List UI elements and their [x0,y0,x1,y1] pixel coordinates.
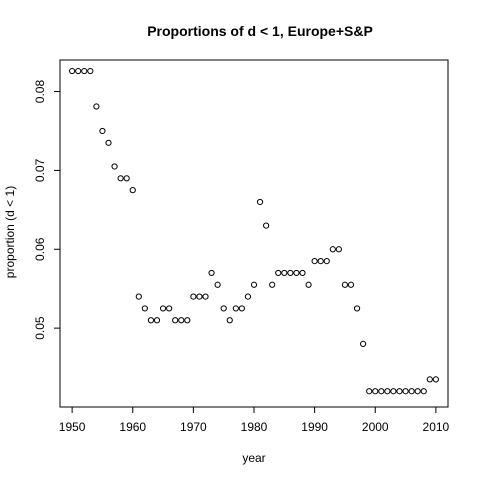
data-point [184,317,191,324]
data-point [172,317,179,324]
data-point [287,269,294,277]
x-tick-label: 2010 [423,420,450,434]
data-point [238,305,245,312]
data-point [420,388,427,395]
data-point [105,139,112,146]
y-axis: 0.05 0.06 0.07 0.08 [33,80,61,340]
x-axis: 1950 1960 1970 1980 1990 2000 2010 [59,406,450,434]
data-point [202,293,209,300]
data-point [166,305,173,312]
data-point [341,281,349,288]
data-point [305,281,312,288]
data-point [432,376,439,383]
y-tick-label: 0.07 [33,158,47,182]
data-point [396,388,403,395]
data-point [99,127,106,135]
x-tick-label: 1990 [301,420,328,434]
data-point [81,67,88,75]
data-point [178,317,185,324]
data-point [414,388,421,395]
data-point [123,175,130,182]
data-point [426,376,433,383]
data-point [263,222,270,229]
data-point [244,293,252,300]
data-point [384,388,391,395]
data-point [117,175,124,182]
data-point [293,269,300,277]
data-point [214,281,221,288]
x-tick-label: 2000 [362,420,389,434]
data-point [402,388,409,395]
data-point [275,269,282,277]
data-point [250,281,258,288]
x-tick-label: 1950 [59,420,86,434]
data-point [269,281,276,288]
data-point [299,269,306,277]
x-axis-label: year [242,451,265,465]
data-point [347,281,355,288]
x-tick-label: 1980 [241,420,268,434]
data-point [378,388,385,395]
data-point [129,187,136,194]
data-point [335,246,342,253]
data-point [317,258,324,265]
data-point [390,388,397,395]
data-point [360,340,367,348]
data-point [281,269,288,277]
data-point [353,305,361,312]
data-point [366,388,373,395]
y-tick-label: 0.08 [33,80,47,104]
data-point [208,269,215,277]
data-point [408,388,415,395]
data-point [311,258,318,265]
data-points [69,67,439,395]
data-point [153,317,161,324]
x-tick-label: 1960 [119,420,146,434]
data-point [232,305,239,312]
data-point [75,67,82,75]
data-point [190,293,197,300]
data-point [226,317,233,324]
data-point [141,305,148,312]
y-tick-label: 0.05 [33,316,47,340]
data-point [87,67,94,75]
data-point [159,305,167,312]
y-tick-label: 0.06 [33,237,47,261]
data-point [111,163,118,170]
data-point [135,293,142,300]
data-point [147,317,155,324]
data-point [329,246,336,253]
data-point [372,388,379,395]
y-axis-label: proportion (d < 1) [3,186,17,278]
data-point [220,305,227,312]
chart-title: Proportions of d < 1, Europe+S&P [147,23,373,39]
x-tick-label: 1970 [180,420,207,434]
data-point [256,198,264,206]
data-point [196,293,203,300]
data-point [93,103,100,110]
data-point [69,67,76,75]
data-point [323,258,330,265]
